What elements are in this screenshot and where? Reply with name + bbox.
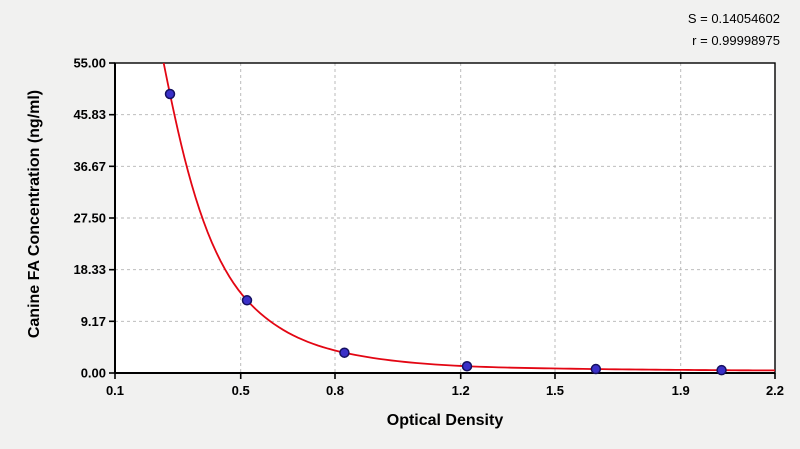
data-point (241, 295, 253, 306)
y-tick-label: 45.83 (73, 107, 106, 122)
data-point (164, 88, 176, 100)
stat-r-value: r = 0.99998975 (692, 33, 780, 48)
y-tick-label: 9.17 (81, 314, 106, 329)
data-point (716, 364, 727, 376)
data-point (590, 363, 602, 375)
y-tick-label: 0.00 (81, 366, 106, 381)
x-tick-label: 0.1 (106, 383, 124, 398)
x-tick-label: 1.9 (672, 383, 690, 398)
x-tick-label: 1.2 (452, 383, 470, 398)
data-point (339, 347, 350, 358)
y-tick-label: 18.33 (73, 262, 106, 277)
fitted-curve (162, 63, 775, 372)
x-tick-label: 0.5 (232, 383, 250, 398)
y-tick-label: 27.50 (73, 211, 106, 226)
x-tick-label: 2.2 (766, 383, 784, 398)
x-axis-title: Optical Density (386, 412, 504, 429)
y-tick-label: 36.67 (73, 159, 106, 174)
data-point (461, 360, 473, 372)
x-tick-label: 0.8 (326, 383, 344, 398)
fit-statistics: S = 0.14054602 r = 0.99998975 (688, 8, 780, 52)
y-tick-label: 55.00 (73, 56, 106, 71)
stat-s-value: S = 0.14054602 (687, 11, 780, 26)
x-tick-label: 1.5 (546, 383, 564, 398)
